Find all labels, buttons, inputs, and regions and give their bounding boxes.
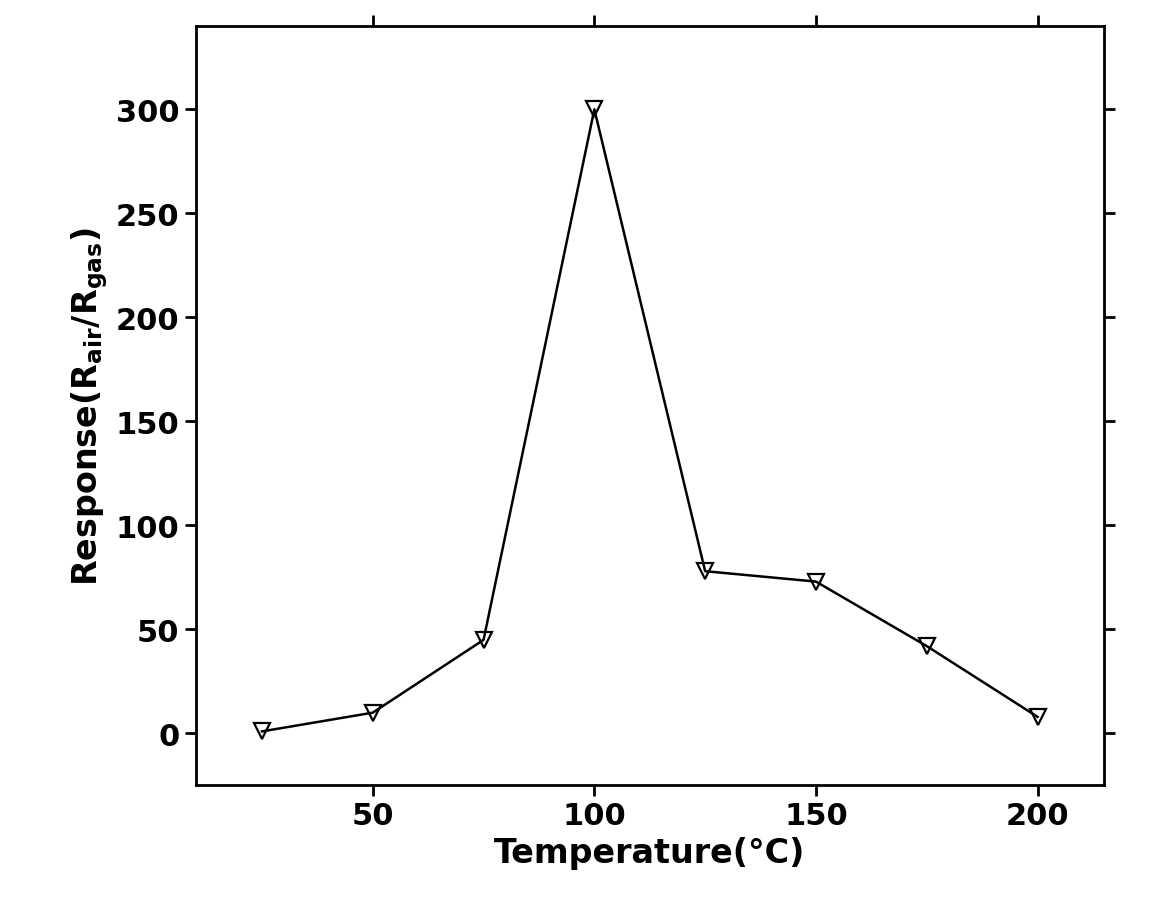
- Y-axis label: Response($\mathregular{R_{air}/R_{gas}}$): Response($\mathregular{R_{air}/R_{gas}}$…: [69, 228, 110, 585]
- X-axis label: Temperature(°C): Temperature(°C): [494, 836, 805, 869]
